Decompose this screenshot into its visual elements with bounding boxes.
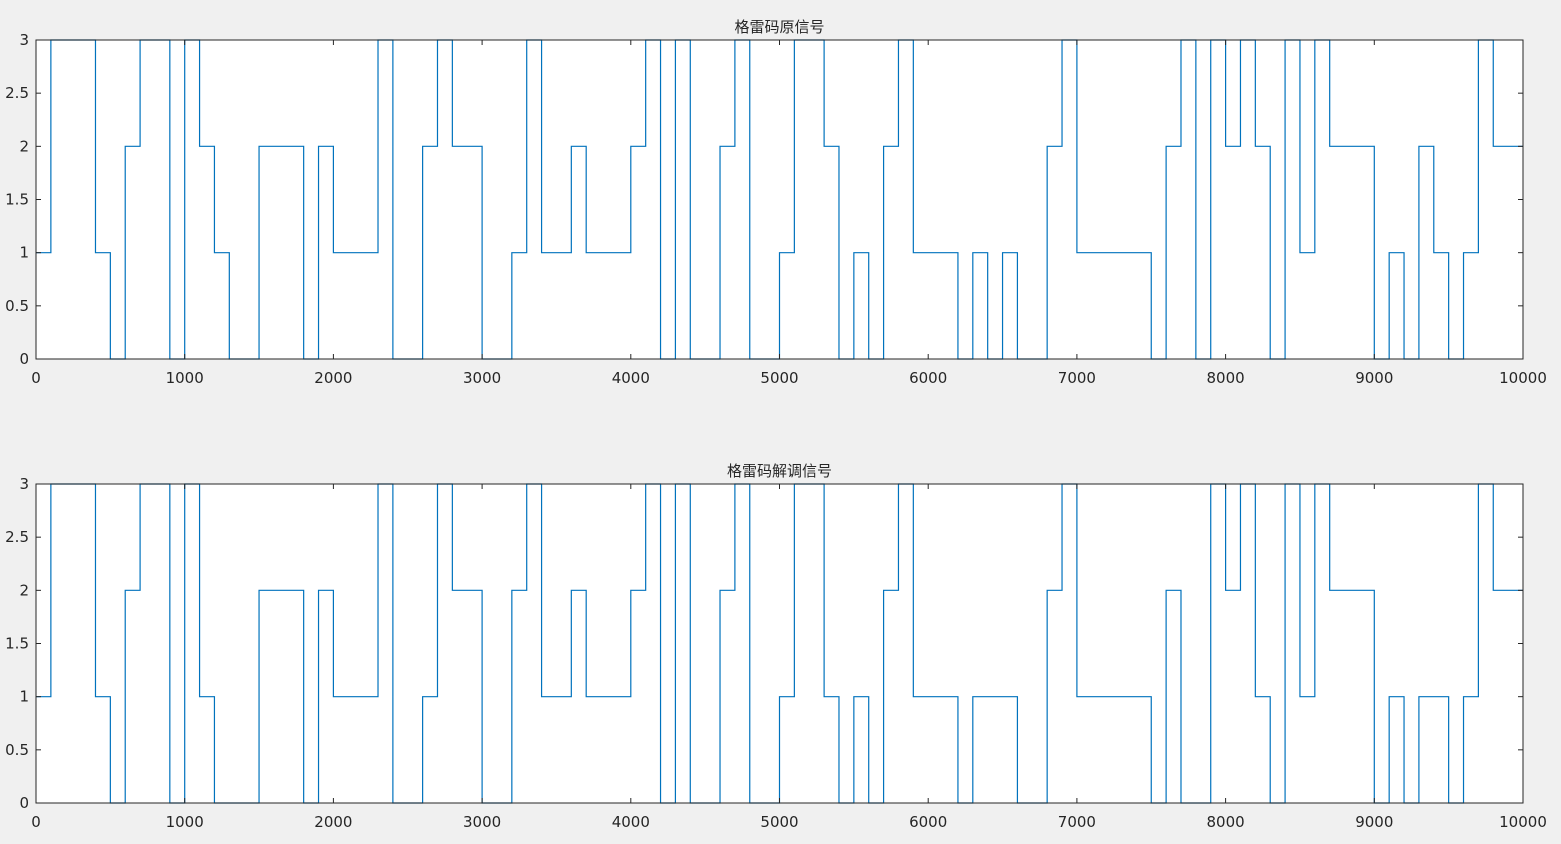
- x-tick-label: 0: [31, 369, 41, 387]
- y-tick-label: 1.5: [5, 635, 29, 653]
- x-tick-label: 2000: [314, 813, 352, 831]
- x-tick-label: 5000: [760, 369, 798, 387]
- axes-demodulated-signal: 0 1000 2000 3000 4000 5000 6000 7000 8000 9000 100…: [5, 462, 1547, 831]
- axes-frame: [35, 39, 1524, 360]
- x-tick-label: 10000: [1499, 369, 1547, 387]
- axes-frame: [35, 483, 1524, 804]
- y-tick-label: 2: [19, 137, 29, 155]
- x-tick-label: 6000: [909, 813, 947, 831]
- y-tick-label: 1.5: [5, 191, 29, 209]
- x-tick-label: 0: [31, 813, 41, 831]
- x-tick-label: 8000: [1207, 813, 1245, 831]
- x-tick-label: 5000: [760, 813, 798, 831]
- x-tick-label: 4000: [612, 369, 650, 387]
- y-tick-label: 0: [19, 350, 29, 368]
- x-tick-label: 4000: [612, 813, 650, 831]
- x-tick-label: 3000: [463, 813, 501, 831]
- y-tick-label: 1: [19, 244, 29, 262]
- x-tick-label: 6000: [909, 369, 947, 387]
- y-tick-label: 0.5: [5, 297, 29, 315]
- y-tick-label: 0: [19, 794, 29, 812]
- y-tick-label: 2.5: [5, 84, 29, 102]
- signal-series-line: [36, 483, 1523, 804]
- x-tick-label: 9000: [1355, 369, 1393, 387]
- x-tick-label: 9000: [1355, 813, 1393, 831]
- y-tick-label: 2: [19, 581, 29, 599]
- chart-title: 格雷码原信号: [734, 18, 824, 36]
- y-tick-label: 3: [19, 475, 29, 493]
- x-tick-label: 2000: [314, 369, 352, 387]
- y-tick-label: 1: [19, 688, 29, 706]
- chart-title: 格雷码解调信号: [727, 462, 832, 480]
- axes-original-signal: 0 1000 2000 3000 4000 5000 6000 7000 8000 9000 100…: [5, 18, 1547, 387]
- x-tick-label: 7000: [1058, 369, 1096, 387]
- x-tick-label: 1000: [166, 369, 204, 387]
- y-tick-label: 2.5: [5, 528, 29, 546]
- y-tick-label: 0.5: [5, 741, 29, 759]
- x-tick-label: 3000: [463, 369, 501, 387]
- y-tick-label: 3: [19, 31, 29, 49]
- x-tick-label: 7000: [1058, 813, 1096, 831]
- x-tick-label: 8000: [1207, 369, 1245, 387]
- x-tick-label: 1000: [166, 813, 204, 831]
- x-tick-label: 10000: [1499, 813, 1547, 831]
